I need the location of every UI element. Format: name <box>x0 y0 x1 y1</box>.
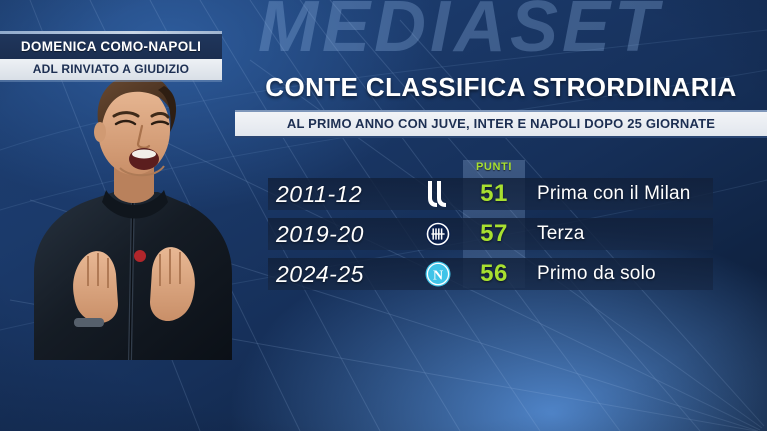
placement-note: Prima con il Milan <box>537 183 691 204</box>
lower-third-banner: DOMENICA COMO-NAPOLI ADL RINVIATO A GIUD… <box>0 31 222 82</box>
points-value: 51 <box>480 180 508 207</box>
table-row: 2019-20 57 Terza <box>268 218 713 250</box>
page-subtitle: AL PRIMO ANNO CON JUVE, INTER E NAPOLI D… <box>235 110 767 138</box>
banner-headline: DOMENICA COMO-NAPOLI <box>0 34 222 59</box>
season-label: 2011-12 <box>276 180 363 207</box>
svg-text:N: N <box>433 268 443 283</box>
banner-top-rule <box>0 31 222 34</box>
page-title: CONTE CLASSIFICA STRORDINARIA <box>265 72 737 102</box>
banner-subheadline: ADL RINVIATO A GIUDIZIO <box>0 59 222 80</box>
placement-note: Terza <box>537 223 585 244</box>
inter-logo <box>413 221 463 247</box>
season-label: 2024-25 <box>276 260 364 287</box>
season-label: 2019-20 <box>276 220 364 247</box>
points-value: 56 <box>480 260 508 287</box>
placement-note: Primo da solo <box>537 263 656 284</box>
table-row: 2011-12 51 Prima con il Milan <box>268 178 713 210</box>
mediaset-watermark: MEDIASET <box>258 0 663 67</box>
presenter-photo <box>18 60 248 360</box>
juventus-logo <box>413 180 463 208</box>
table-row: 2024-25 N 56 Primo da solo <box>268 258 713 290</box>
stats-table: PUNTI 2011-12 51 Prima con il Milan 2019… <box>268 160 713 298</box>
napoli-logo: N <box>413 261 463 287</box>
banner-bottom-rule <box>0 80 222 82</box>
points-value: 57 <box>480 220 508 247</box>
points-column-header: PUNTI <box>476 161 512 173</box>
